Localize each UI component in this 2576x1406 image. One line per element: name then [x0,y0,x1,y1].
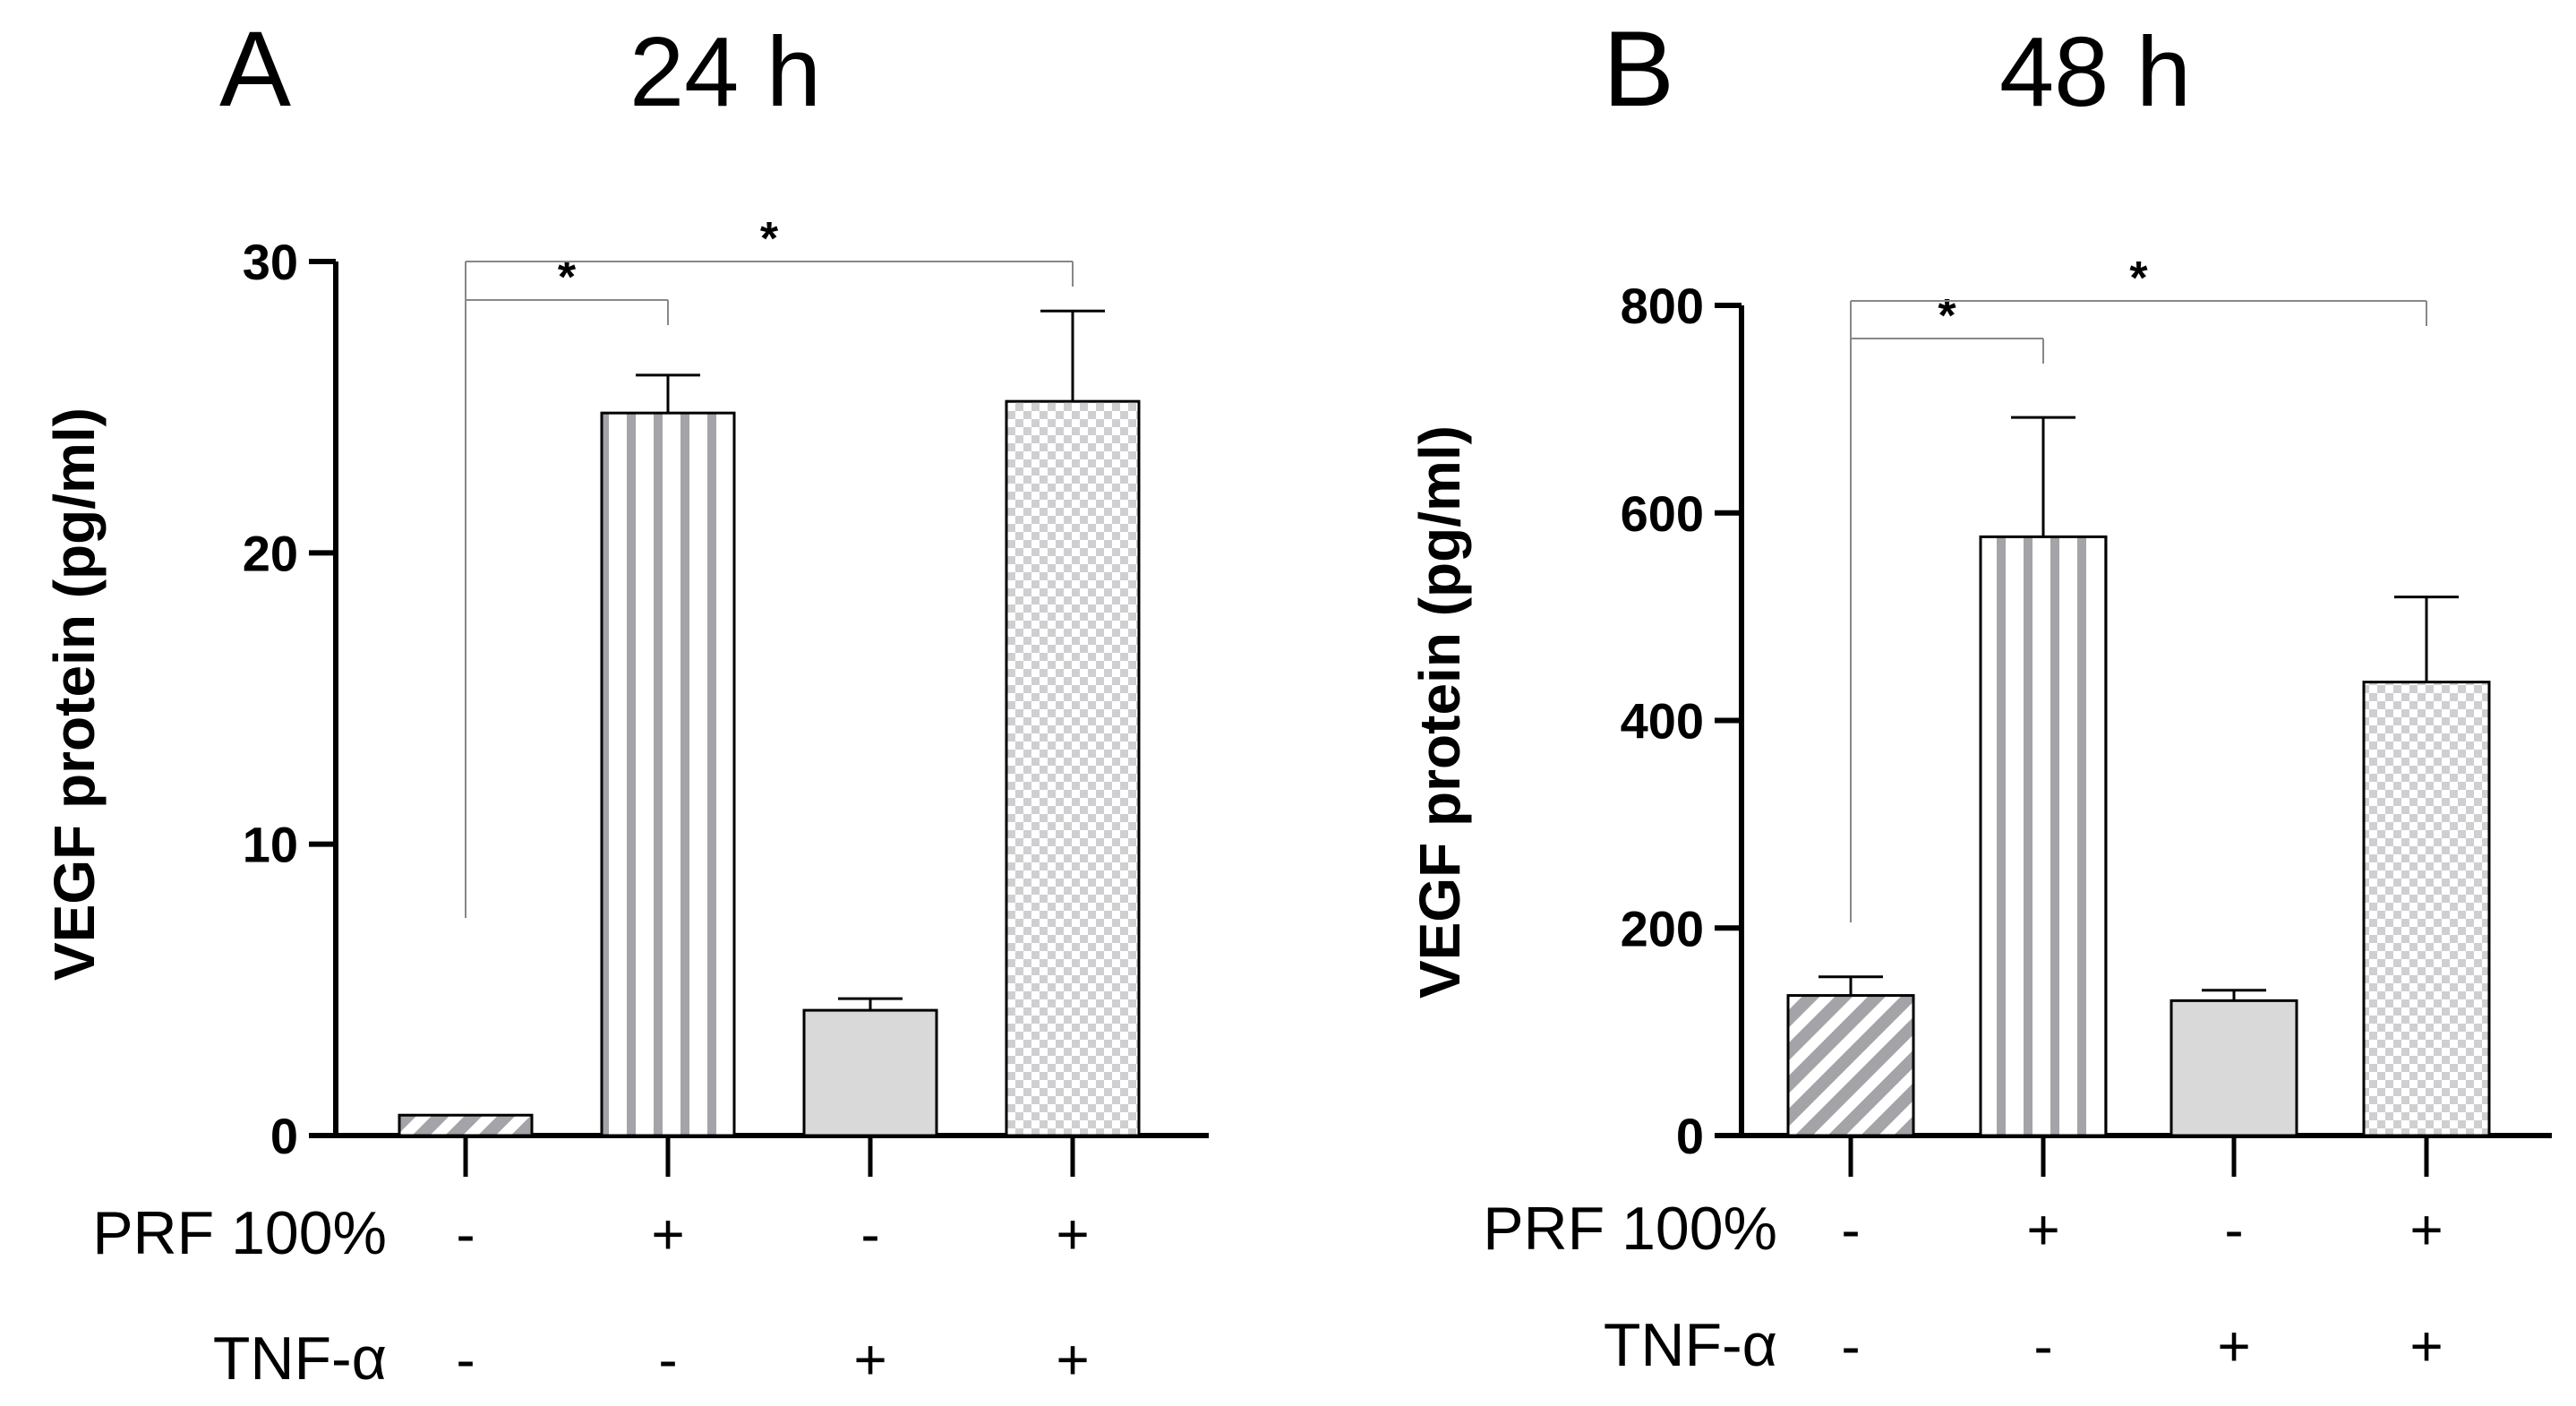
panel-b-condition-label: TNF-α [1604,1311,1777,1379]
panel-a-significance-star: * [558,252,577,304]
panel-b-title: 48 h [1999,17,2191,127]
panel-b-y-tick-label: 200 [1621,900,1704,956]
panel-a-condition-sign: - [456,1327,475,1392]
panel-a-bar [398,1113,534,1137]
panel-b-letter: B [1603,9,1674,129]
panel-a-condition-sign: - [860,1202,879,1266]
panel-b-condition-sign: - [2224,1197,2243,1262]
panel-a-condition-label: PRF 100% [92,1199,387,1267]
panel-b-bar [1979,535,2108,1137]
panel-a-y-axis-label: VEGF protein (pg/ml) [42,407,107,981]
panel-a-condition-sign: + [853,1327,886,1392]
panel-a-condition-sign: + [651,1202,684,1266]
panel-a-y-tick-label: 10 [243,817,298,873]
panel-a-significance-star: * [760,213,779,265]
panel-a-bar [1005,399,1141,1137]
panel-b-condition-sign: + [2026,1197,2059,1262]
panel-b-significance-star: * [2129,253,2148,304]
panel-b-bar [1786,994,1915,1137]
panel-a-y-tick-label: 0 [270,1108,298,1164]
panel-b-condition-label: PRF 100% [1483,1195,1777,1263]
panel-a-title: 24 h [629,17,821,127]
panel-b-condition-sign: + [2409,1197,2443,1262]
panel-a-y-tick-label: 30 [243,234,298,290]
panel-b-y-tick-label: 0 [1676,1108,1704,1164]
panel-a-condition-label: TNF-α [213,1325,387,1393]
panel-b-bar [2169,999,2298,1137]
panel-b-condition-sign: - [1841,1197,1860,1262]
panel-a-condition-sign: - [456,1202,475,1266]
panel-a-letter: A [219,9,291,129]
panel-b-condition-sign: - [2033,1314,2052,1378]
panel-a-condition-sign: + [1056,1202,1089,1266]
panel-b-bar [2362,681,2491,1137]
panel-b-significance-star: * [1938,290,1956,342]
panel-b-y-axis-label: VEGF protein (pg/ml) [1408,425,1472,999]
panel-a-bar [600,411,736,1137]
panel-b-condition-sign: - [1841,1314,1860,1378]
panel-a-bar [802,1008,938,1137]
panel-a-plot: 0 10 20 30 * * PRF 100% - + - + TNF-α - - + + [92,213,1209,1393]
panel-b-y-tick-label: 400 [1621,693,1704,750]
panel-b-condition-sign: + [2217,1314,2250,1378]
panel-b-condition-sign: + [2409,1314,2443,1378]
panel-b-y-tick-label: 800 [1621,278,1704,334]
panel-b-y-tick-label: 600 [1621,485,1704,542]
panel-a-condition-sign: - [658,1327,677,1392]
panel-a-y-tick-label: 20 [243,525,298,581]
panel-a-condition-sign: + [1056,1327,1089,1392]
